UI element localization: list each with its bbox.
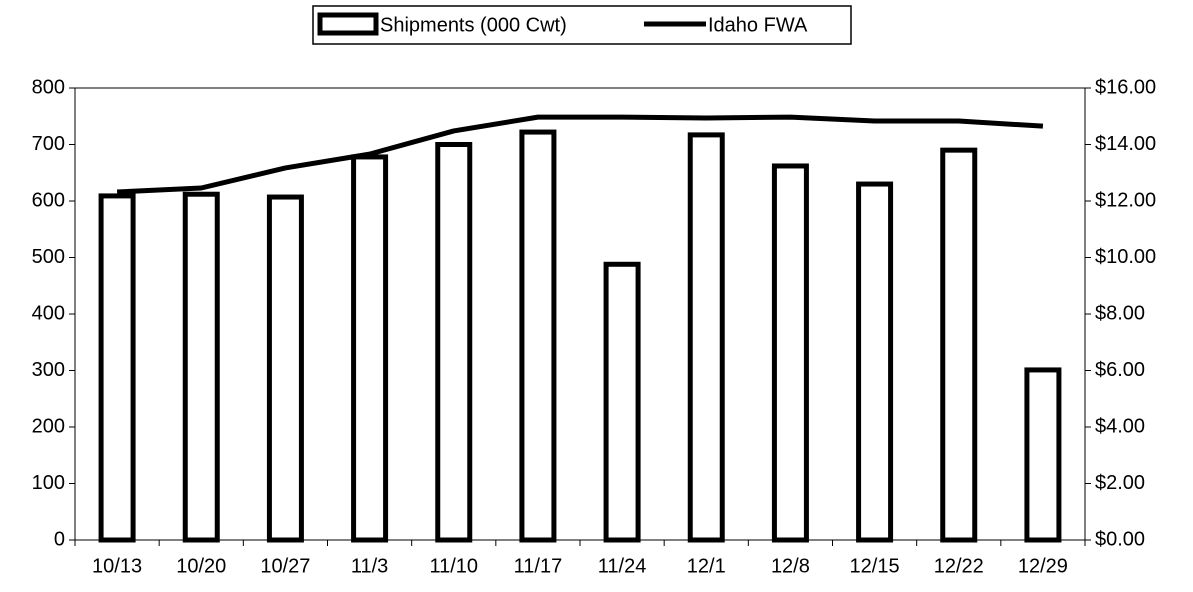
bar <box>182 191 220 543</box>
y2-tick-label: $14.00 <box>1095 133 1156 155</box>
legend-label: Shipments (000 Cwt) <box>380 14 567 36</box>
bar <box>940 147 978 543</box>
y-tick-label: 800 <box>32 76 65 98</box>
plot-area <box>74 87 1086 541</box>
y2-tick-label: $0.00 <box>1095 528 1145 550</box>
y2-tick-label: $8.00 <box>1095 302 1145 324</box>
bar <box>856 181 894 543</box>
legend-label: Idaho FWA <box>708 14 808 36</box>
y2-tick-label: $2.00 <box>1095 472 1145 494</box>
bar <box>98 193 136 543</box>
y-tick-label: 100 <box>32 472 65 494</box>
y-tick-label: 400 <box>32 302 65 324</box>
x-tick-label: 11/17 <box>514 555 563 577</box>
y-tick-label: 300 <box>32 359 65 381</box>
x-tick-label: 11/24 <box>598 555 647 577</box>
line <box>116 114 1044 195</box>
x-tick-label: 12/8 <box>771 555 810 577</box>
x-tick-label: 10/27 <box>260 555 310 577</box>
y2-tick-label: $16.00 <box>1095 76 1156 98</box>
legend-swatch <box>317 12 379 36</box>
x-tick-label: 12/15 <box>850 555 900 577</box>
y-tick-label: 0 <box>54 528 65 550</box>
y2-tick-label: $10.00 <box>1095 246 1156 268</box>
bar <box>771 163 809 543</box>
y2-tick-label: $12.00 <box>1095 189 1156 211</box>
x-tick-label: 10/20 <box>176 555 226 577</box>
x-tick-label: 12/1 <box>687 555 726 577</box>
y2-tick-label: $4.00 <box>1095 415 1145 437</box>
bar <box>603 261 641 543</box>
bar <box>1024 367 1062 543</box>
legend-box <box>312 5 852 45</box>
y-tick-label: 200 <box>32 415 65 437</box>
x-tick-label: 11/3 <box>351 555 388 577</box>
x-tick-label: 10/13 <box>92 555 142 577</box>
y2-tick-label: $6.00 <box>1095 359 1145 381</box>
bar <box>435 142 473 543</box>
x-tick-label: 11/10 <box>429 555 478 577</box>
bar <box>519 129 557 543</box>
y-tick-label: 600 <box>32 189 65 211</box>
y-tick-label: 500 <box>32 246 65 268</box>
y-tick-label: 700 <box>32 133 65 155</box>
bar <box>687 132 725 543</box>
x-tick-label: 12/22 <box>934 555 984 577</box>
bar <box>266 194 304 543</box>
bar <box>351 154 389 543</box>
x-tick-label: 12/29 <box>1018 555 1068 577</box>
